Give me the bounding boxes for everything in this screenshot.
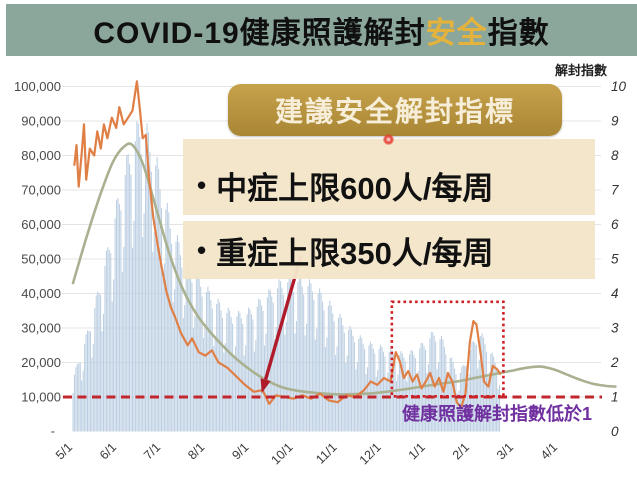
laser-pointer-dot-icon <box>383 134 394 145</box>
svg-text:7: 7 <box>611 183 619 198</box>
svg-text:12/1: 12/1 <box>357 440 384 467</box>
svg-text:10/1: 10/1 <box>269 440 296 467</box>
cases-bars <box>72 121 501 432</box>
svg-text:11/1: 11/1 <box>313 440 339 466</box>
svg-text:6: 6 <box>611 217 619 232</box>
svg-text:2/1: 2/1 <box>450 440 472 462</box>
svg-text:70,000: 70,000 <box>21 183 61 198</box>
svg-text:1/1: 1/1 <box>406 440 428 462</box>
svg-text:4/1: 4/1 <box>538 440 560 462</box>
right-axis-title: 解封指數 <box>555 63 608 78</box>
svg-text:9: 9 <box>611 114 619 129</box>
left-axis-labels: 100,000 90,000 80,000 70,000 60,000 50,000 40,… <box>14 79 61 439</box>
svg-text:40,000: 40,000 <box>21 286 61 301</box>
recommendation-bullet-1: • 中症上限600人/每周 <box>183 139 595 215</box>
title-prefix: COVID-19健康照護解封 <box>93 17 426 50</box>
bullet-icon: • <box>197 234 207 265</box>
svg-text:6/1: 6/1 <box>97 440 119 462</box>
svg-text:-: - <box>51 424 55 439</box>
title-highlight: 安全 <box>425 17 488 50</box>
svg-text:5/1: 5/1 <box>53 440 75 462</box>
svg-text:10,000: 10,000 <box>21 390 61 405</box>
svg-text:80,000: 80,000 <box>21 148 61 163</box>
title-suffix: 指數 <box>487 17 550 50</box>
svg-text:8/1: 8/1 <box>185 440 207 462</box>
svg-text:5: 5 <box>611 252 619 267</box>
svg-text:30,000: 30,000 <box>21 321 61 336</box>
svg-text:3: 3 <box>611 321 619 336</box>
page-title: COVID-19健康照護解封安全指數 <box>93 8 549 52</box>
recommendation-bullet-2: • 重症上限350人/每周 <box>183 221 595 279</box>
svg-text:50,000: 50,000 <box>21 252 61 267</box>
below-threshold-note: 健康照護解封指數低於1 <box>401 404 592 424</box>
svg-text:10: 10 <box>611 79 627 94</box>
bullet-2-text: 重症上限350人/每周 <box>216 235 494 271</box>
svg-text:0: 0 <box>611 424 619 439</box>
svg-text:4: 4 <box>611 286 619 301</box>
svg-text:8: 8 <box>611 148 619 163</box>
bullet-1-text: 中症上限600人/每周 <box>216 170 494 206</box>
highlight-dotted-box <box>390 300 505 398</box>
svg-text:7/1: 7/1 <box>141 440 163 462</box>
svg-text:2: 2 <box>610 355 619 370</box>
svg-text:9/1: 9/1 <box>229 440 251 462</box>
svg-text:1: 1 <box>611 390 619 405</box>
bullet-icon: • <box>197 169 207 200</box>
smoothed-index-line <box>71 142 617 396</box>
svg-text:20,000: 20,000 <box>21 355 61 370</box>
release-index-line <box>73 80 502 409</box>
recommendation-header: 建議安全解封指標 <box>228 84 562 136</box>
svg-text:90,000: 90,000 <box>21 114 61 129</box>
svg-text:100,000: 100,000 <box>14 79 61 94</box>
svg-text:60,000: 60,000 <box>21 217 61 232</box>
svg-text:3/1: 3/1 <box>494 440 516 462</box>
x-axis-labels: 5/1 6/1 7/1 8/1 9/1 10/1 11/1 12/1 1/1 2/1 3/1 4/1 <box>53 440 560 467</box>
title-banner: COVID-19健康照護解封安全指數 <box>6 4 637 56</box>
